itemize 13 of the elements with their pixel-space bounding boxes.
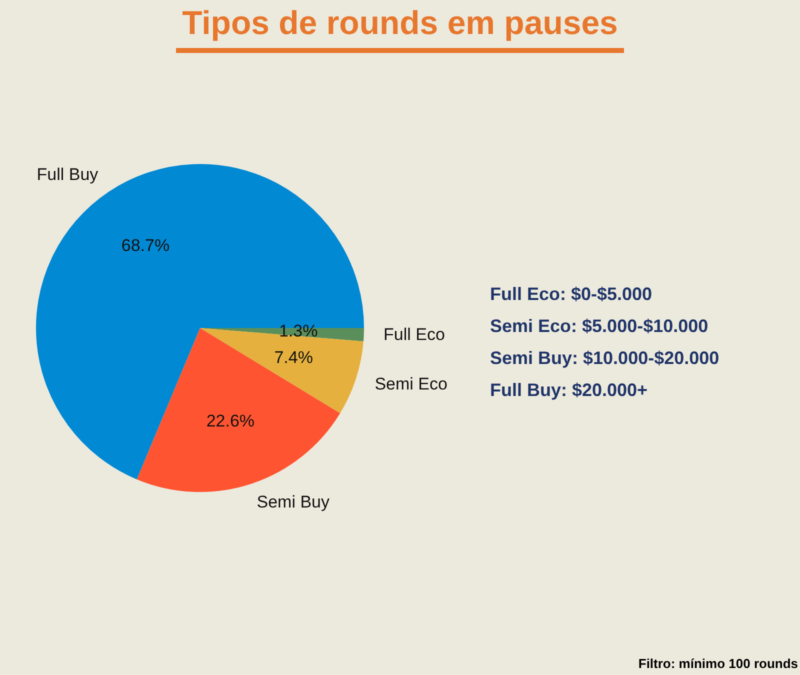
data-label: 68.7% <box>121 236 170 255</box>
slice-label: Semi Buy <box>256 492 330 512</box>
slice-label: Semi Eco <box>374 374 448 394</box>
data-label: 22.6% <box>206 411 255 430</box>
slice-label: Full Eco <box>384 325 445 344</box>
text: Full Eco: $0-$5.000 <box>490 283 654 306</box>
text: Semi Eco: $5.000-$10.000 <box>490 315 710 338</box>
text: Full Buy: $20.000+ <box>490 379 649 402</box>
slice-label: Full Buy <box>36 164 99 184</box>
text: Semi Buy: $10.000-$20.000 <box>490 347 720 370</box>
chart-title: Tipos de rounds em pauses <box>176 4 624 53</box>
data-label: 7.4% <box>274 348 313 368</box>
text: Filtro: mínimo 100 rounds <box>638 656 798 671</box>
